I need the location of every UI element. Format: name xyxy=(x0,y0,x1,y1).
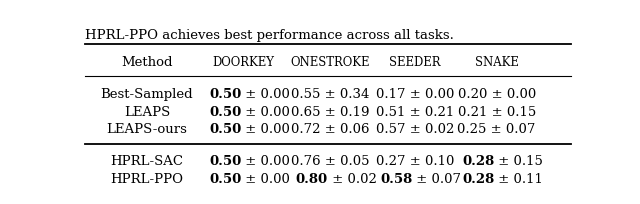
Text: ± 0.00: ± 0.00 xyxy=(241,122,290,135)
Text: 0.80: 0.80 xyxy=(296,172,328,185)
Text: ± 0.11: ± 0.11 xyxy=(494,172,543,185)
Text: 0.50: 0.50 xyxy=(209,122,241,135)
Text: Method: Method xyxy=(121,56,173,69)
Text: 0.50: 0.50 xyxy=(209,88,241,101)
Text: 0.25 ± 0.07: 0.25 ± 0.07 xyxy=(458,122,536,135)
Text: SEEDER: SEEDER xyxy=(389,56,440,69)
Text: 0.17 ± 0.00: 0.17 ± 0.00 xyxy=(376,88,454,101)
Text: 0.51 ± 0.21: 0.51 ± 0.21 xyxy=(376,105,454,118)
Text: ONESTROKE: ONESTROKE xyxy=(291,56,370,69)
Text: 0.50: 0.50 xyxy=(209,105,241,118)
Text: ± 0.00: ± 0.00 xyxy=(241,105,290,118)
Text: ± 0.00: ± 0.00 xyxy=(241,172,290,185)
Text: SNAKE: SNAKE xyxy=(475,56,518,69)
Text: ± 0.00: ± 0.00 xyxy=(241,88,290,101)
Text: 0.57 ± 0.02: 0.57 ± 0.02 xyxy=(376,122,454,135)
Text: 0.72 ± 0.06: 0.72 ± 0.06 xyxy=(291,122,370,135)
Text: 0.50: 0.50 xyxy=(209,155,241,168)
Text: 0.21 ± 0.15: 0.21 ± 0.15 xyxy=(458,105,536,118)
Text: ± 0.07: ± 0.07 xyxy=(412,172,461,185)
Text: HPRL-PPO achieves best performance across all tasks.: HPRL-PPO achieves best performance acros… xyxy=(85,29,454,42)
Text: 0.65 ± 0.19: 0.65 ± 0.19 xyxy=(291,105,370,118)
Text: LEAPS: LEAPS xyxy=(124,105,170,118)
Text: 0.55 ± 0.34: 0.55 ± 0.34 xyxy=(291,88,370,101)
Text: 0.50: 0.50 xyxy=(209,172,241,185)
Text: DOORKEY: DOORKEY xyxy=(212,56,275,69)
Text: HPRL-PPO: HPRL-PPO xyxy=(111,172,184,185)
Text: 0.58: 0.58 xyxy=(380,172,412,185)
Text: 0.27 ± 0.10: 0.27 ± 0.10 xyxy=(376,155,454,168)
Text: Best-Sampled: Best-Sampled xyxy=(100,88,193,101)
Text: 0.28: 0.28 xyxy=(462,172,494,185)
Text: 0.20 ± 0.00: 0.20 ± 0.00 xyxy=(458,88,536,101)
Text: ± 0.02: ± 0.02 xyxy=(328,172,377,185)
Text: ± 0.00: ± 0.00 xyxy=(241,155,290,168)
Text: HPRL-SAC: HPRL-SAC xyxy=(111,155,184,168)
Text: ± 0.15: ± 0.15 xyxy=(494,155,543,168)
Text: 0.28: 0.28 xyxy=(462,155,494,168)
Text: 0.76 ± 0.05: 0.76 ± 0.05 xyxy=(291,155,370,168)
Text: LEAPS-ours: LEAPS-ours xyxy=(106,122,188,135)
